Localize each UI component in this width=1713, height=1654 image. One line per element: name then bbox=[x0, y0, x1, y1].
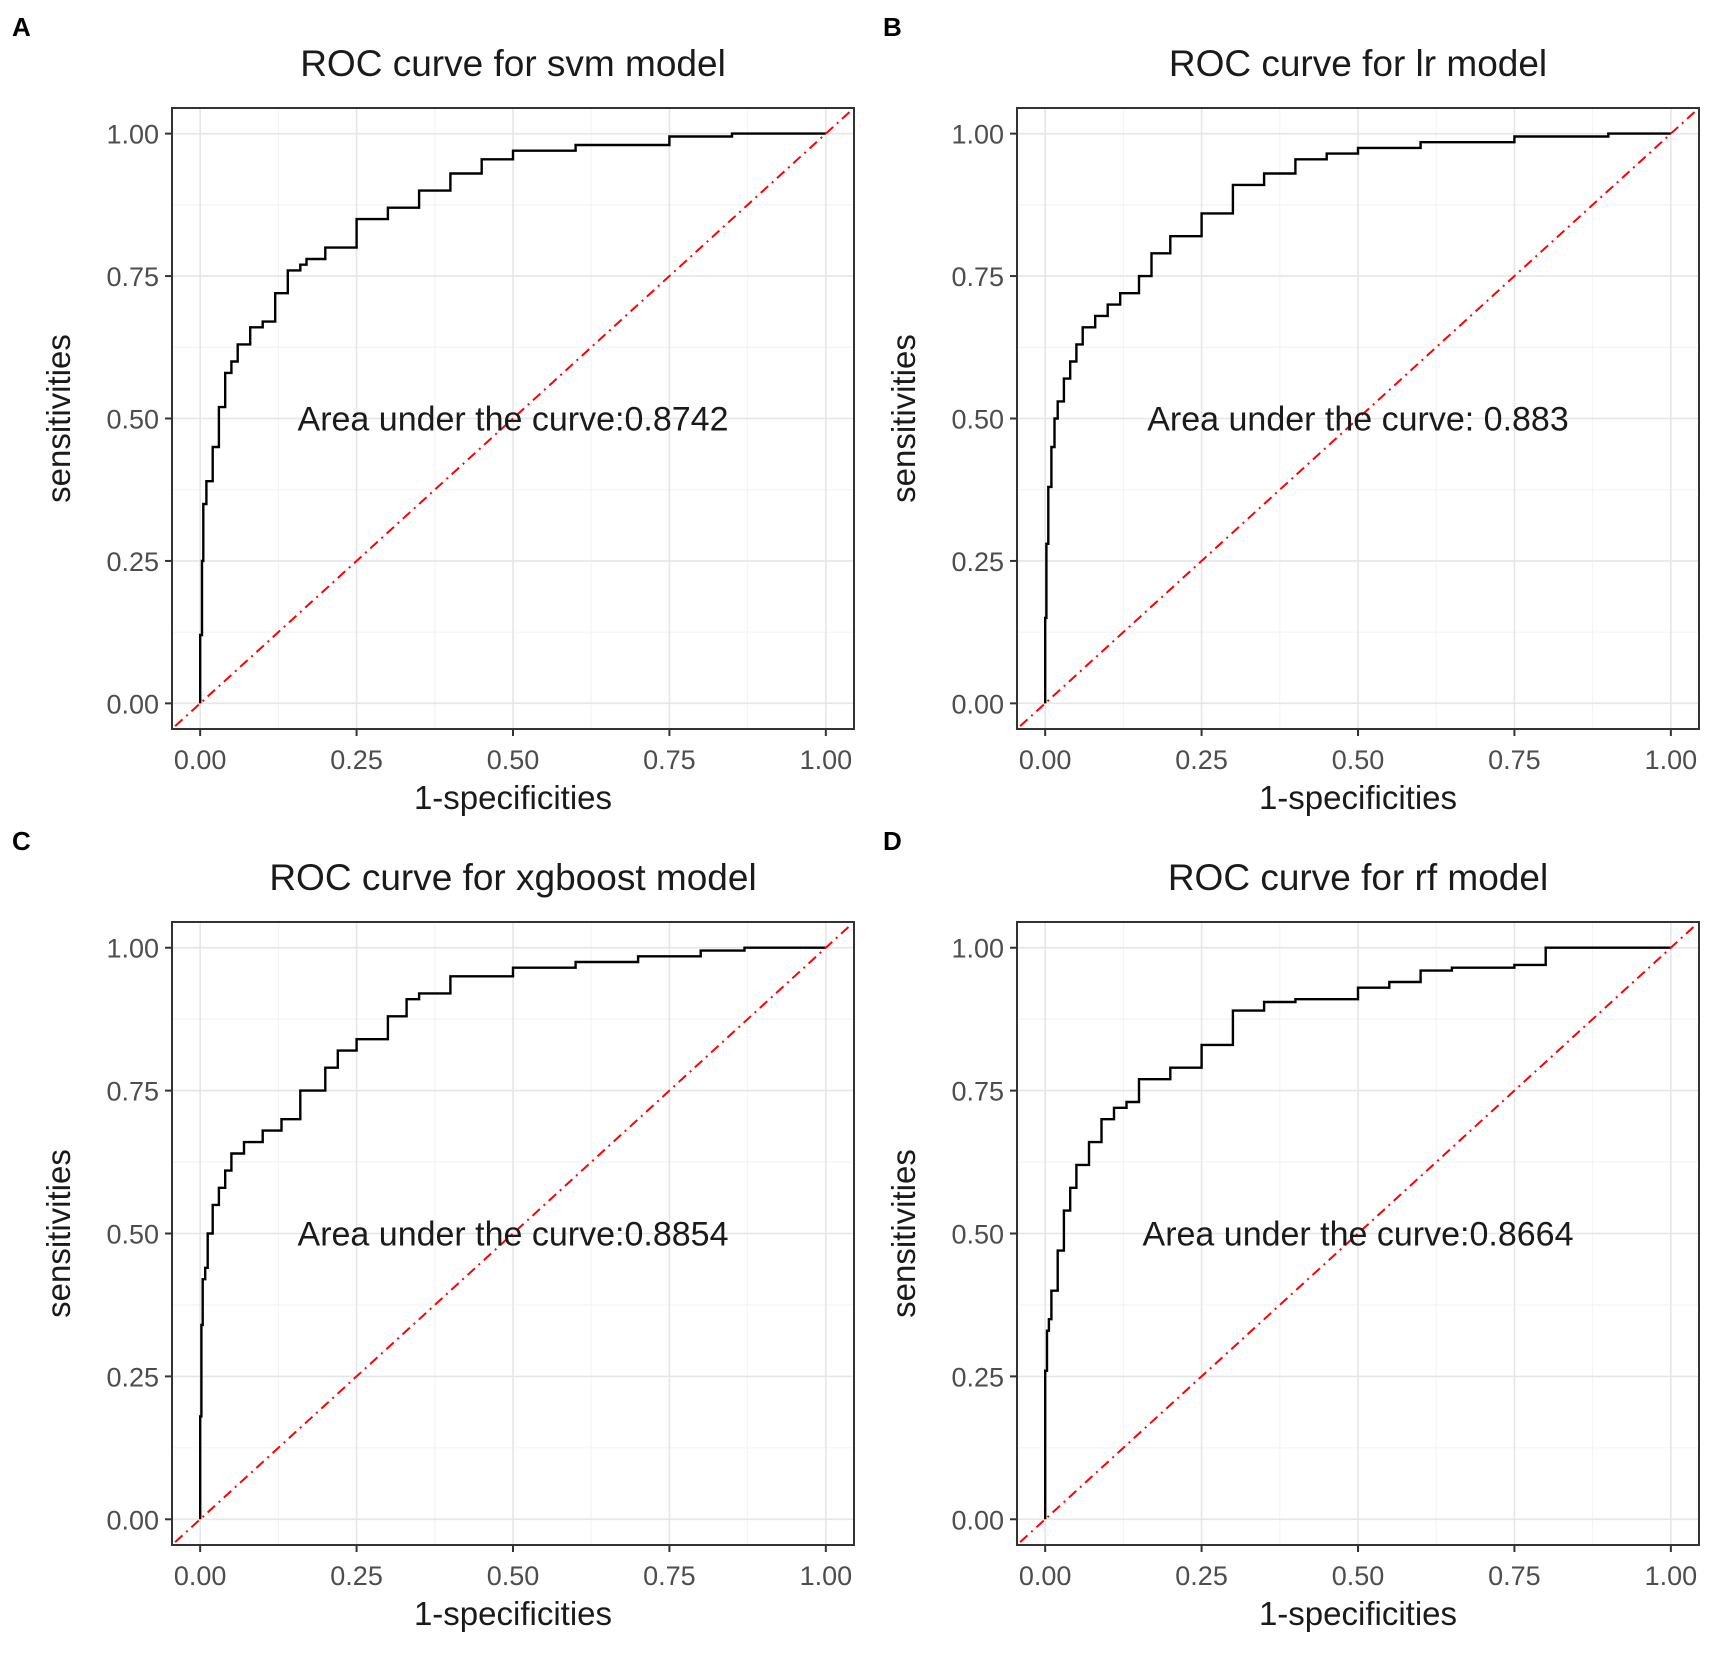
x-tick-label: 1.00 bbox=[1645, 1561, 1698, 1591]
y-axis-label: sensitivities bbox=[40, 1149, 77, 1318]
y-tick-label: 0.25 bbox=[951, 1362, 1004, 1392]
panel-d: 0.00 0.25 0.50 0.75 1.00 0.00 0.25 0.50 0.75 1.00… bbox=[883, 826, 1700, 1632]
roc-curve-line bbox=[1044, 132, 1671, 704]
auc-annotation: Area under the curve: 0.883 bbox=[1147, 401, 1569, 439]
panel-a: 0.00 0.25 0.50 0.75 1.00 0.00 0.25 0.50 0.75 1.00… bbox=[12, 12, 855, 816]
y-axis-label: sensitivities bbox=[40, 334, 77, 503]
x-tick-label: 1.00 bbox=[1645, 745, 1698, 775]
reference-diagonal-line bbox=[1019, 110, 1697, 727]
x-tick-label: 1.00 bbox=[800, 1561, 853, 1591]
panel-letter: A bbox=[12, 12, 31, 42]
x-tick-label: 0.50 bbox=[487, 745, 540, 775]
y-tick-label: 1.00 bbox=[106, 120, 159, 150]
y-tick-label: 0.25 bbox=[106, 1362, 159, 1392]
y-tick-label: 0.50 bbox=[106, 405, 159, 435]
y-tick-label: 0.50 bbox=[951, 405, 1004, 435]
chart-title: ROC curve for svm model bbox=[300, 43, 726, 84]
y-tick-label: 1.00 bbox=[106, 934, 159, 964]
plot-series bbox=[1019, 110, 1697, 727]
x-tick-label: 0.00 bbox=[174, 745, 227, 775]
plot-series bbox=[174, 110, 852, 727]
auc-annotation: Area under the curve:0.8742 bbox=[298, 401, 729, 439]
y-tick-label: 0.75 bbox=[951, 1077, 1004, 1107]
y-axis-label: sensitivities bbox=[885, 334, 922, 503]
auc-annotation: Area under the curve:0.8854 bbox=[298, 1216, 729, 1254]
x-tick-label: 0.50 bbox=[1332, 745, 1385, 775]
panel-b: 0.00 0.25 0.50 0.75 1.00 0.00 0.25 0.50 0.75 1.00… bbox=[883, 12, 1700, 816]
x-tick-label: 0.75 bbox=[1488, 1561, 1541, 1591]
y-tick-label: 0.25 bbox=[951, 547, 1004, 577]
x-tick-label: 0.75 bbox=[1488, 745, 1541, 775]
auc-annotation: Area under the curve:0.8664 bbox=[1143, 1216, 1574, 1254]
roc-curve-line bbox=[199, 132, 826, 704]
x-tick-label: 0.75 bbox=[643, 1561, 696, 1591]
x-tick-label: 0.00 bbox=[1019, 745, 1072, 775]
y-tick-label: 0.00 bbox=[951, 689, 1004, 719]
x-tick-label: 0.25 bbox=[330, 745, 383, 775]
y-tick-label: 0.75 bbox=[106, 262, 159, 292]
x-tick-label: 0.25 bbox=[1175, 745, 1228, 775]
y-tick-label: 0.00 bbox=[106, 1505, 159, 1535]
x-axis-label: 1-specificities bbox=[414, 779, 612, 816]
x-tick-label: 0.00 bbox=[174, 1561, 227, 1591]
x-tick-label: 0.25 bbox=[1175, 1561, 1228, 1591]
y-tick-label: 0.00 bbox=[106, 689, 159, 719]
x-tick-label: 0.00 bbox=[1019, 1561, 1072, 1591]
x-tick-label: 0.25 bbox=[330, 1561, 383, 1591]
plot-series bbox=[174, 924, 852, 1543]
x-tick-label: 0.50 bbox=[487, 1561, 540, 1591]
panel-c: 0.00 0.25 0.50 0.75 1.00 0.00 0.25 0.50 0.75 1.00… bbox=[12, 826, 855, 1632]
y-tick-label: 0.75 bbox=[951, 262, 1004, 292]
y-tick-label: 0.75 bbox=[106, 1077, 159, 1107]
x-tick-label: 1.00 bbox=[800, 745, 853, 775]
y-tick-label: 0.25 bbox=[106, 547, 159, 577]
panel-letter: C bbox=[12, 826, 31, 856]
y-tick-label: 1.00 bbox=[951, 934, 1004, 964]
chart-title: ROC curve for xgboost model bbox=[269, 857, 756, 898]
x-axis-label: 1-specificities bbox=[1259, 779, 1457, 816]
roc-curve-line bbox=[199, 946, 826, 1520]
chart-title: ROC curve for rf model bbox=[1168, 857, 1548, 898]
x-axis-label: 1-specificities bbox=[1259, 1595, 1457, 1632]
plot-series bbox=[1019, 924, 1697, 1543]
reference-diagonal-line bbox=[174, 110, 852, 727]
y-tick-label: 1.00 bbox=[951, 120, 1004, 150]
x-tick-label: 0.50 bbox=[1332, 1561, 1385, 1591]
roc-curve-line bbox=[1044, 946, 1671, 1520]
x-tick-label: 0.75 bbox=[643, 745, 696, 775]
x-axis-label: 1-specificities bbox=[414, 1595, 612, 1632]
y-axis-label: sensitivities bbox=[885, 1149, 922, 1318]
y-tick-label: 0.50 bbox=[951, 1220, 1004, 1250]
panel-letter: B bbox=[883, 12, 902, 42]
y-tick-label: 0.00 bbox=[951, 1505, 1004, 1535]
chart-title: ROC curve for lr model bbox=[1169, 43, 1547, 84]
y-tick-label: 0.50 bbox=[106, 1220, 159, 1250]
panel-letter: D bbox=[883, 826, 902, 856]
